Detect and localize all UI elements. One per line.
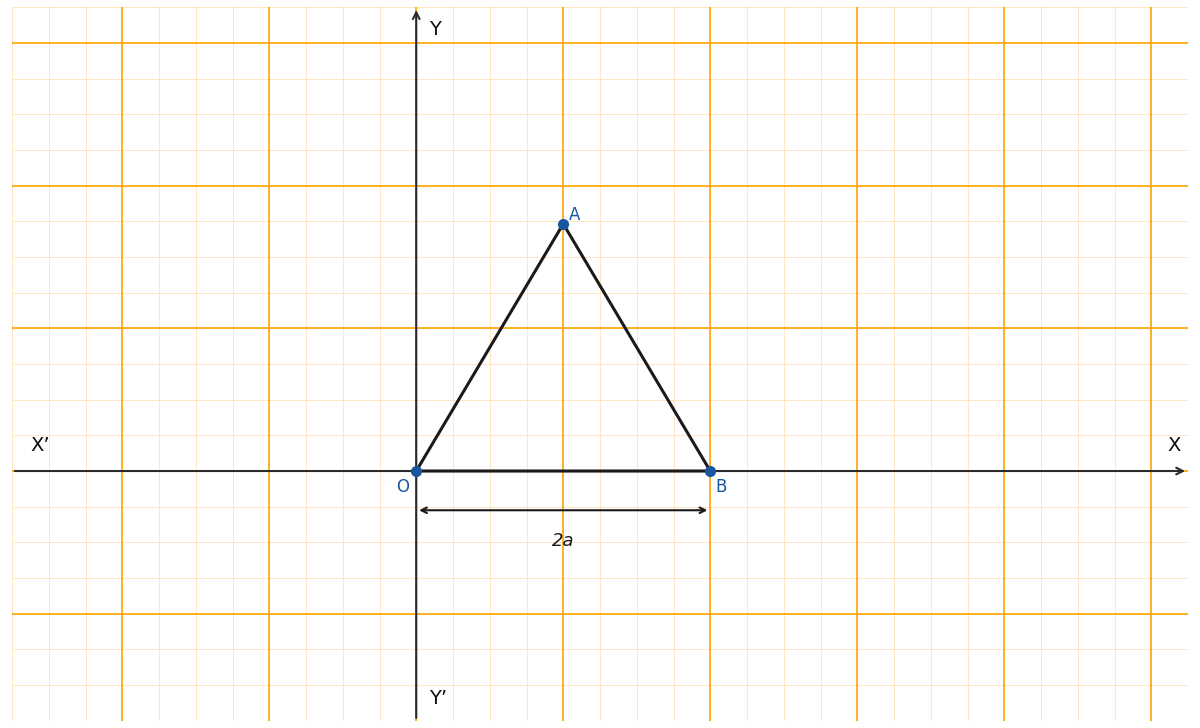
Text: O: O <box>396 478 409 496</box>
Text: X: X <box>1168 436 1181 455</box>
Text: 2a: 2a <box>552 531 575 550</box>
Text: A: A <box>569 206 580 224</box>
Text: Y: Y <box>430 20 442 39</box>
Text: X’: X’ <box>30 436 50 455</box>
Text: B: B <box>715 478 727 496</box>
Text: Y’: Y’ <box>430 689 448 708</box>
